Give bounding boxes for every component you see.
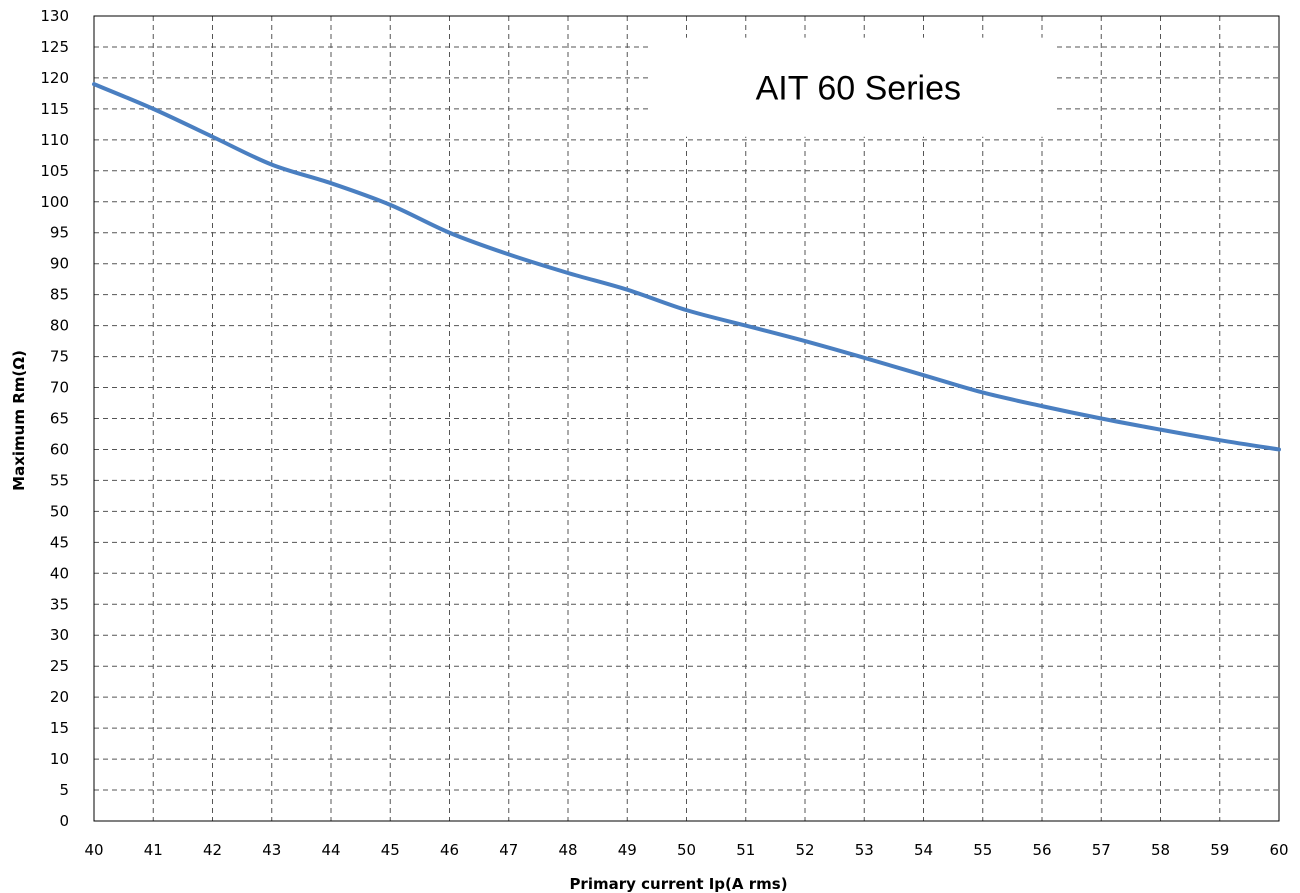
x-tick-label-14: 54 [914, 841, 933, 859]
y-tick-label-15: 75 [50, 348, 69, 366]
y-tick-label-19: 95 [50, 224, 69, 242]
x-tick-label-9: 49 [618, 841, 637, 859]
annotation-background [650, 37, 1054, 137]
x-tick-label-17: 57 [1092, 841, 1111, 859]
x-tick-label-2: 42 [203, 841, 222, 859]
y-axis-ticks: 0 5 10 15 20 25 30 35 40 45 50 55 60 65 70 75 80 85 90 95 10… [40, 7, 69, 830]
plot-area-frame [93, 15, 1280, 822]
y-tick-label-12: 60 [50, 440, 69, 458]
y-tick-label-24: 120 [40, 69, 69, 87]
y-tick-label-16: 80 [50, 317, 69, 335]
y-tick-label-23: 115 [40, 100, 69, 118]
y-tick-label-3: 15 [50, 719, 69, 737]
x-tick-label-0: 40 [84, 841, 103, 859]
x-tick-label-10: 50 [677, 841, 696, 859]
y-tick-label-11: 55 [50, 471, 69, 489]
x-tick-label-19: 59 [1210, 841, 1229, 859]
x-tick-label-5: 45 [381, 841, 400, 859]
y-tick-label-22: 110 [40, 131, 69, 149]
x-axis-title: Primary current Ip(A rms) [569, 875, 787, 893]
x-tick-label-11: 51 [736, 841, 755, 859]
grid [94, 16, 1279, 821]
annotation-label: AIT 60 Series [756, 70, 961, 108]
x-tick-label-18: 58 [1151, 841, 1170, 859]
x-tick-label-12: 52 [795, 841, 814, 859]
y-tick-label-7: 35 [50, 595, 69, 613]
series [92, 82, 1281, 452]
y-axis-title: Maximum Rm(Ω) [10, 350, 28, 491]
x-tick-label-20: 60 [1269, 841, 1288, 859]
y-tick-label-4: 20 [50, 688, 69, 706]
x-tick-label-3: 43 [262, 841, 281, 859]
y-tick-label-25: 125 [40, 38, 69, 56]
y-tick-label-18: 90 [50, 255, 69, 273]
y-tick-label-13: 65 [50, 410, 69, 428]
x-tick-label-6: 46 [440, 841, 459, 859]
y-tick-label-5: 25 [50, 657, 69, 675]
y-tick-label-21: 105 [40, 162, 69, 180]
x-tick-label-8: 48 [558, 841, 577, 859]
y-tick-label-6: 30 [50, 626, 69, 644]
y-tick-label-17: 85 [50, 286, 69, 304]
y-tick-label-2: 10 [50, 750, 69, 768]
x-tick-label-16: 56 [1032, 841, 1051, 859]
y-tick-label-1: 5 [59, 781, 69, 799]
x-tick-label-7: 47 [499, 841, 518, 859]
y-tick-label-20: 100 [40, 193, 69, 211]
x-tick-label-1: 41 [144, 841, 163, 859]
y-tick-label-14: 70 [50, 379, 69, 397]
x-axis-ticks: 40 41 42 43 44 45 46 47 48 49 50 51 52 53 54 55 56 57 58 59… [84, 841, 1288, 859]
y-tick-label-9: 45 [50, 533, 69, 551]
y-tick-label-26: 130 [40, 7, 69, 25]
annotation: AIT 60 Series [650, 37, 1054, 137]
y-tick-label-10: 50 [50, 502, 69, 520]
x-tick-label-15: 55 [973, 841, 992, 859]
y-tick-label-8: 40 [50, 564, 69, 582]
series-line-0 [92, 82, 1281, 452]
x-tick-label-4: 44 [321, 841, 340, 859]
y-tick-label-0: 0 [59, 812, 69, 830]
x-tick-label-13: 53 [855, 841, 874, 859]
